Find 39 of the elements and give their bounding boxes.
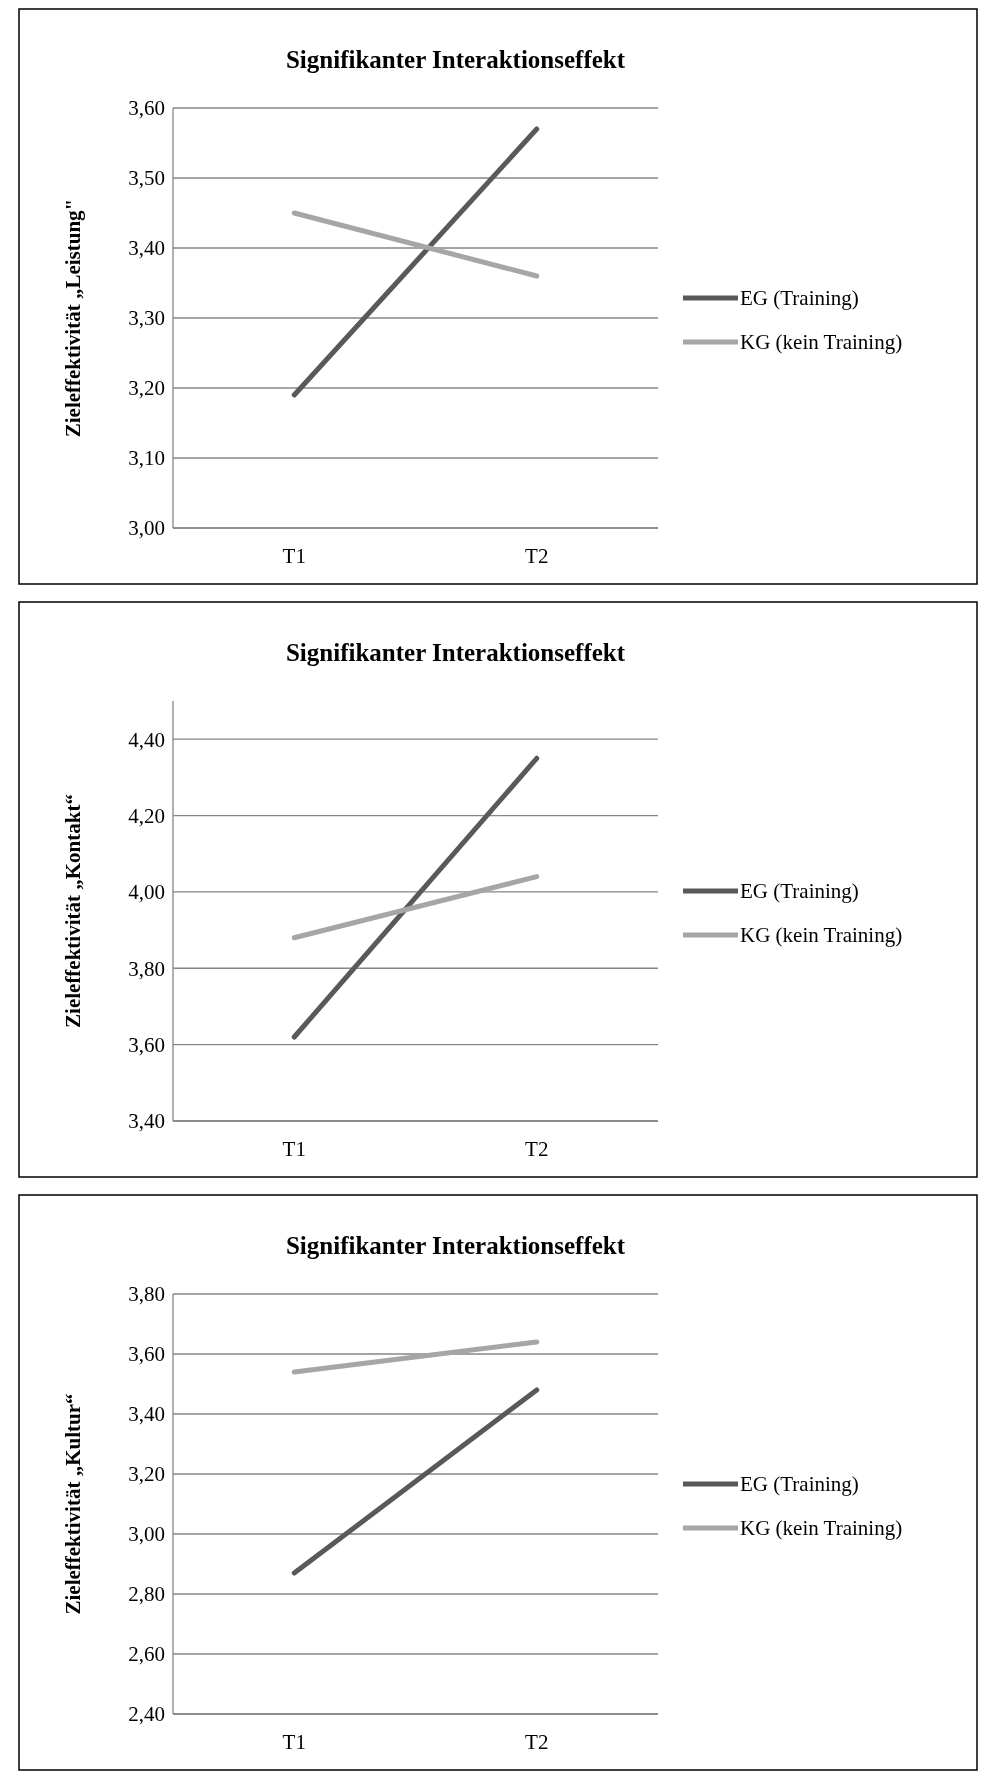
y-tick-label: 2,80 xyxy=(128,1582,165,1607)
legend-label: KG (kein Training) xyxy=(740,1516,903,1541)
y-axis-title: Zieleffektivität „Kultur“ xyxy=(61,1393,85,1615)
y-tick-label: 3,80 xyxy=(128,956,165,981)
chart-title: Signifikanter Interaktionseffekt xyxy=(285,46,626,73)
legend-label: KG (kein Training) xyxy=(740,923,903,948)
y-tick-label: 3,20 xyxy=(128,376,165,401)
x-tick-label: T1 xyxy=(282,544,306,568)
y-axis-title: Zieleffektivität „Kontakt“ xyxy=(61,794,85,1028)
chart-title: Signifikanter Interaktionseffekt xyxy=(285,639,626,666)
legend-label: EG (Training) xyxy=(740,879,859,904)
y-tick-label: 3,00 xyxy=(128,1522,165,1547)
x-tick-label: T2 xyxy=(525,1730,549,1754)
y-tick-label: 3,00 xyxy=(128,516,165,541)
y-tick-label: 3,40 xyxy=(128,1109,165,1134)
y-tick-label: 3,40 xyxy=(128,1402,165,1427)
y-tick-label: 2,60 xyxy=(128,1642,165,1667)
x-tick-label: T1 xyxy=(282,1137,306,1161)
legend-label: EG (Training) xyxy=(740,1472,859,1497)
y-tick-label: 3,20 xyxy=(128,1462,165,1487)
y-tick-label: 4,20 xyxy=(128,803,165,828)
x-tick-label: T1 xyxy=(282,1730,306,1754)
y-tick-label: 4,40 xyxy=(128,727,165,752)
x-tick-label: T2 xyxy=(525,544,549,568)
y-tick-label: 3,60 xyxy=(128,1032,165,1057)
legend-label: EG (Training) xyxy=(740,286,859,311)
x-tick-label: T2 xyxy=(525,1137,549,1161)
y-tick-label: 4,00 xyxy=(128,880,165,905)
y-tick-label: 3,40 xyxy=(128,236,165,261)
chart-title: Signifikanter Interaktionseffekt xyxy=(285,1232,626,1259)
y-tick-label: 3,60 xyxy=(128,1342,165,1367)
y-tick-label: 3,30 xyxy=(128,306,165,331)
y-tick-label: 3,80 xyxy=(128,1282,165,1307)
y-tick-label: 2,40 xyxy=(128,1702,165,1727)
y-axis-title: Zieleffektivität „Leistung" xyxy=(61,198,85,438)
y-tick-label: 3,10 xyxy=(128,446,165,471)
y-tick-label: 3,60 xyxy=(128,96,165,121)
y-tick-label: 3,50 xyxy=(128,166,165,191)
legend-label: KG (kein Training) xyxy=(740,330,903,355)
